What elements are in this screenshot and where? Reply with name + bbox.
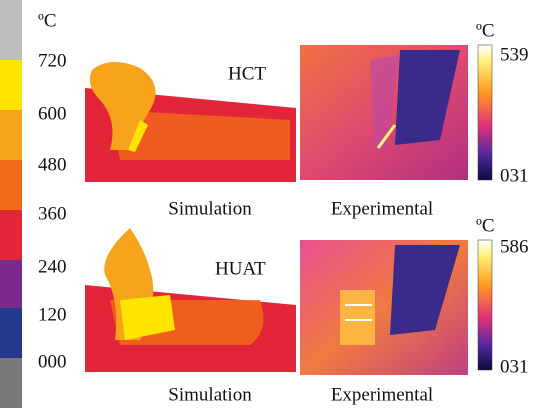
scale-max: 586 bbox=[500, 236, 529, 257]
legend-label: 240 bbox=[38, 256, 67, 277]
scale-bar bbox=[478, 240, 492, 370]
legend-label: 600 bbox=[38, 103, 67, 124]
simulation-image bbox=[85, 228, 296, 372]
scale-max: 539 bbox=[500, 44, 529, 65]
scale-min: 031 bbox=[500, 165, 529, 186]
experimental-image bbox=[300, 45, 468, 180]
legend-label: 360 bbox=[38, 203, 67, 224]
legend-label: 720 bbox=[38, 50, 67, 71]
scale-min: 031 bbox=[500, 356, 529, 377]
caption: Experimental bbox=[331, 384, 433, 405]
scale-bar bbox=[478, 45, 492, 180]
legend-bar bbox=[0, 0, 22, 408]
scale-unit: ºC bbox=[476, 20, 495, 41]
legend-label: 000 bbox=[38, 351, 67, 372]
page: {"legend": {"unit": "ºC", "labels": ["72… bbox=[0, 0, 542, 408]
scale-unit: ºC bbox=[476, 215, 495, 236]
legend-label: 480 bbox=[38, 154, 67, 175]
caption: Simulation bbox=[168, 384, 252, 405]
caption: Simulation bbox=[168, 198, 252, 219]
legend-unit: ºC bbox=[38, 10, 57, 31]
legend-label: 120 bbox=[38, 304, 67, 325]
panel-label: HUAT bbox=[215, 258, 266, 279]
experimental-image bbox=[300, 240, 468, 375]
caption: Experimental bbox=[331, 198, 433, 219]
panel-label: HCT bbox=[228, 63, 266, 84]
figure: ºC 720 600 480 360 240 120 000 HCT ºC 53… bbox=[0, 0, 542, 408]
